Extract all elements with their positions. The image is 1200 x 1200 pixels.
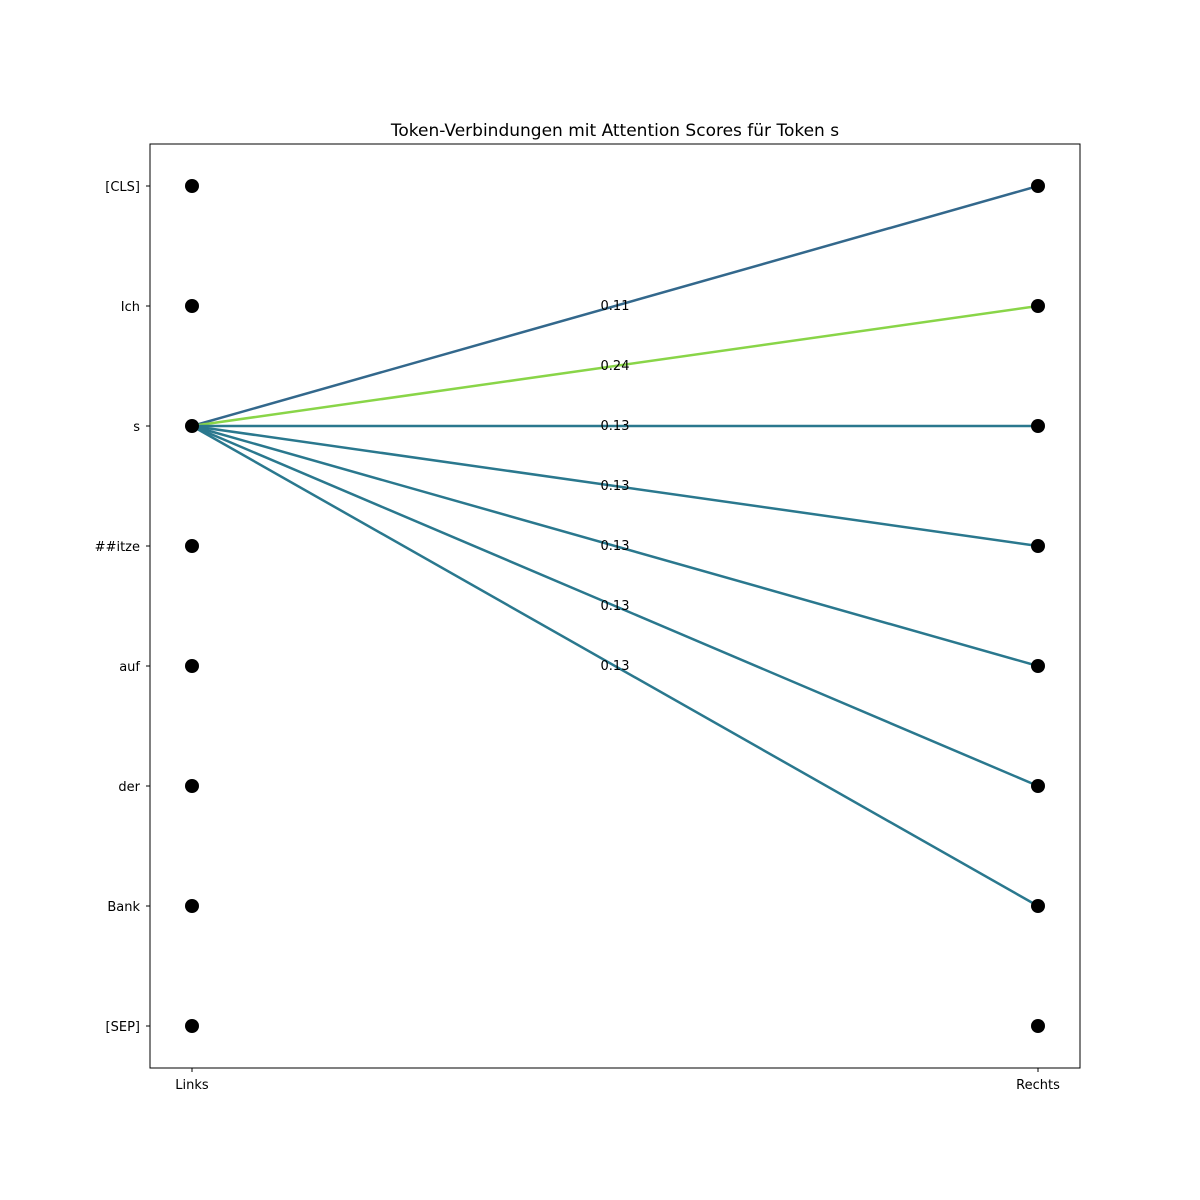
right-dot-7	[1031, 1019, 1045, 1033]
chart-title: Token-Verbindungen mit Attention Scores …	[390, 121, 839, 141]
y-tick-label-2: s	[133, 420, 140, 435]
left-dot-7	[185, 1019, 199, 1033]
score-label-4: 0.13	[601, 539, 630, 554]
y-tick-label-7: [SEP]	[106, 1020, 140, 1035]
right-dot-6	[1031, 899, 1045, 913]
left-dot-6	[185, 899, 199, 913]
plot-frame	[149, 143, 1081, 1069]
connection-lines	[191, 184, 1039, 908]
right-dot-1	[1031, 299, 1045, 313]
right-dot-3	[1031, 539, 1045, 553]
left-dot-5	[185, 779, 199, 793]
score-labels: 0.11 0.24 0.13 0.13 0.13 0.13 0.13	[601, 299, 630, 674]
y-tick-label-0: [CLS]	[105, 180, 140, 195]
score-label-3: 0.13	[601, 479, 630, 494]
left-dot-3	[185, 539, 199, 553]
right-dot-5	[1031, 779, 1045, 793]
x-tick-label-0: Links	[175, 1078, 209, 1093]
score-label-5: 0.13	[601, 599, 630, 614]
y-tick-label-4: auf	[119, 660, 140, 675]
y-tick-label-5: der	[118, 780, 140, 795]
left-dot-2	[185, 419, 199, 433]
connection-line-1	[191, 304, 1039, 428]
token-dots	[185, 179, 1045, 1033]
score-label-2: 0.13	[601, 419, 630, 434]
right-dot-4	[1031, 659, 1045, 673]
y-axis: [CLS] Ich s ##itze auf der Bank [SEP]	[95, 180, 150, 1035]
left-dot-0	[185, 179, 199, 193]
right-dot-2	[1031, 419, 1045, 433]
x-tick-label-1: Rechts	[1016, 1078, 1060, 1093]
x-axis: Links Rechts	[175, 1068, 1060, 1093]
y-tick-label-3: ##itze	[95, 540, 140, 555]
score-label-0: 0.11	[601, 299, 630, 314]
y-tick-label-1: Ich	[121, 300, 140, 315]
connection-line-5	[191, 424, 1039, 788]
y-tick-label-6: Bank	[107, 900, 140, 915]
score-label-6: 0.13	[601, 659, 630, 674]
connection-line-3	[191, 424, 1039, 548]
score-label-1: 0.24	[601, 359, 630, 374]
connection-line-0	[191, 184, 1039, 428]
connection-line-4	[191, 424, 1039, 668]
left-dot-1	[185, 299, 199, 313]
left-dot-4	[185, 659, 199, 673]
right-dot-0	[1031, 179, 1045, 193]
connection-line-6	[191, 424, 1039, 908]
